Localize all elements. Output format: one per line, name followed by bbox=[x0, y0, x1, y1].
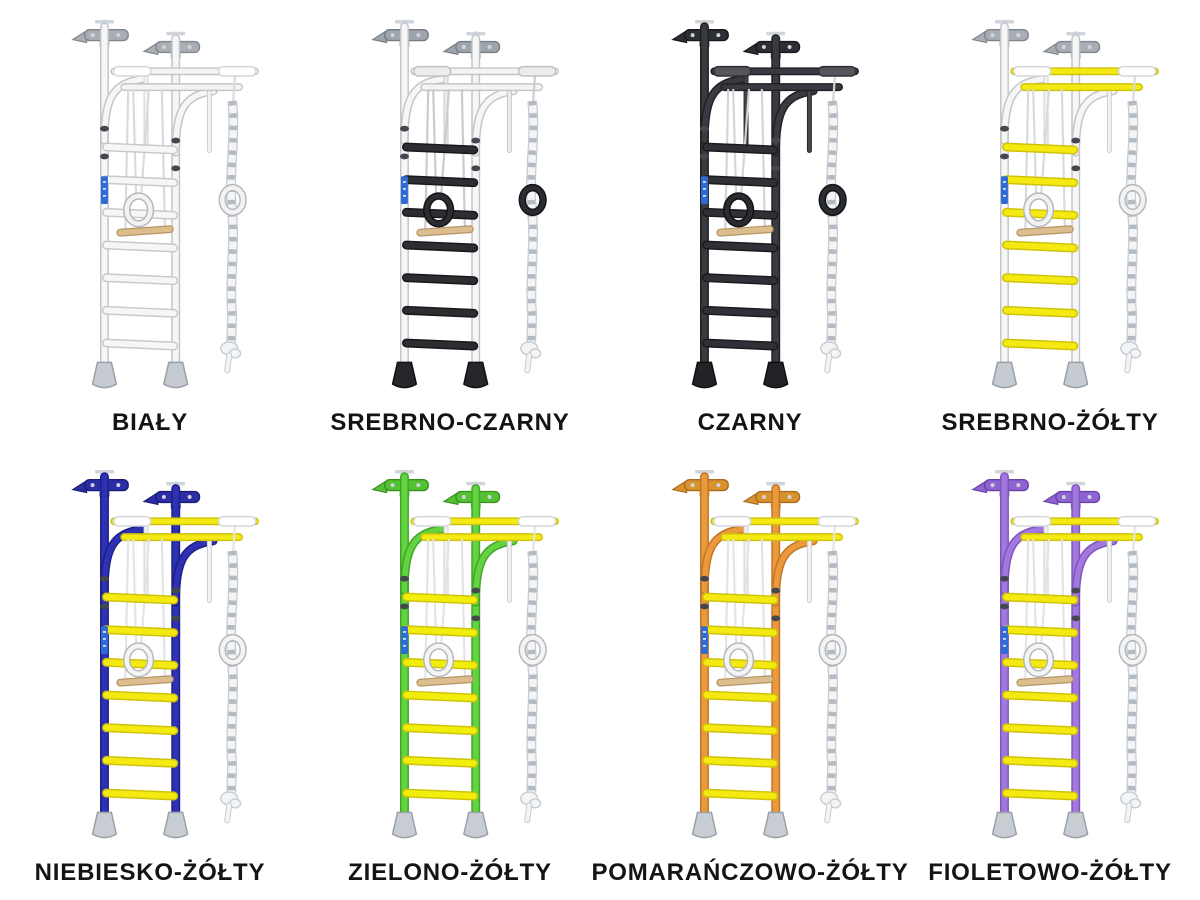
product-label: BIAŁY bbox=[112, 409, 188, 436]
climbing-rope bbox=[520, 550, 542, 824]
product-card-czarny: CZARNY bbox=[600, 0, 900, 450]
gym-ring-center bbox=[1023, 642, 1055, 678]
post-connectors bbox=[1000, 125, 1081, 172]
product-image bbox=[900, 0, 1200, 396]
product-card-srebrno-zolty: SREBRNO-ŻÓŁTY bbox=[900, 0, 1200, 450]
climbing-rope bbox=[820, 550, 842, 824]
post-connectors bbox=[100, 575, 181, 622]
rungs bbox=[101, 592, 179, 801]
wall-bars-illustration bbox=[371, 469, 559, 839]
wall-bars-illustration bbox=[671, 19, 859, 389]
rungs bbox=[701, 592, 779, 801]
product-image bbox=[900, 450, 1200, 846]
product-card-bialy: BIAŁY bbox=[0, 0, 300, 450]
wall-bars-illustration bbox=[671, 469, 859, 839]
product-card-pomaranczowo-zolty: POMARAŃCZOWO-ŻÓŁTY bbox=[591, 450, 908, 900]
floor-feet bbox=[91, 811, 189, 839]
wall-bars-illustration bbox=[971, 469, 1159, 839]
climbing-rope bbox=[220, 100, 242, 374]
gym-ring-center bbox=[423, 642, 455, 678]
product-image bbox=[300, 0, 600, 396]
brand-sticker bbox=[1000, 176, 1008, 204]
floor-feet bbox=[391, 811, 489, 839]
gym-ring-center bbox=[723, 192, 755, 228]
product-label: CZARNY bbox=[697, 409, 803, 436]
brand-sticker bbox=[100, 176, 108, 204]
trapeze-bar bbox=[116, 675, 174, 687]
product-image bbox=[0, 0, 300, 396]
product-label: NIEBIESKO-ŻÓŁTY bbox=[34, 859, 266, 886]
trapeze-bar bbox=[116, 225, 174, 237]
gym-ring-center bbox=[123, 642, 155, 678]
floor-feet bbox=[991, 361, 1089, 389]
trapeze-bar bbox=[716, 675, 774, 687]
trapeze-bar bbox=[1016, 675, 1074, 687]
gym-ring-rope bbox=[518, 183, 547, 217]
product-label: SREBRNO-ŻÓŁTY bbox=[941, 409, 1159, 436]
wall-bars-illustration bbox=[71, 469, 259, 839]
gym-ring-rope bbox=[1118, 633, 1147, 667]
product-card-zielono-zolty: ZIELONO-ŻÓŁTY bbox=[300, 450, 600, 900]
climbing-rope bbox=[1120, 550, 1142, 824]
gym-ring-center bbox=[1023, 192, 1055, 228]
rungs bbox=[1001, 142, 1079, 351]
product-image bbox=[0, 450, 300, 846]
product-image bbox=[300, 450, 600, 846]
gym-ring-rope bbox=[218, 183, 247, 217]
post-connectors bbox=[700, 575, 781, 622]
brand-sticker bbox=[100, 626, 108, 654]
trapeze-bar bbox=[416, 675, 474, 687]
gym-ring-rope bbox=[818, 633, 847, 667]
brand-sticker bbox=[700, 626, 708, 654]
climbing-rope bbox=[820, 100, 842, 374]
product-card-niebiesko-zolty: NIEBIESKO-ŻÓŁTY bbox=[0, 450, 300, 900]
rungs bbox=[701, 142, 779, 351]
wall-bars-illustration bbox=[971, 19, 1159, 389]
trapeze-bar bbox=[716, 225, 774, 237]
rungs bbox=[401, 592, 479, 801]
product-label: POMARAŃCZOWO-ŻÓŁTY bbox=[591, 859, 909, 886]
floor-feet bbox=[691, 361, 789, 389]
gym-ring-rope bbox=[218, 633, 247, 667]
floor-feet bbox=[691, 811, 789, 839]
gym-ring-center bbox=[723, 642, 755, 678]
product-label: SREBRNO-CZARNY bbox=[330, 409, 570, 436]
gym-ring-center bbox=[423, 192, 455, 228]
rungs bbox=[1001, 592, 1079, 801]
gym-ring-center bbox=[123, 192, 155, 228]
floor-feet bbox=[391, 361, 489, 389]
product-card-srebrno-czarny: SREBRNO-CZARNY bbox=[300, 0, 600, 450]
climbing-rope bbox=[520, 100, 542, 374]
climbing-rope bbox=[1120, 100, 1142, 374]
post-connectors bbox=[700, 125, 781, 172]
gym-ring-rope bbox=[1118, 183, 1147, 217]
product-image bbox=[600, 450, 900, 846]
climbing-rope bbox=[220, 550, 242, 824]
post-connectors bbox=[1000, 575, 1081, 622]
product-card-fioletowo-zolty: FIOLETOWO-ŻÓŁTY bbox=[900, 450, 1200, 900]
floor-feet bbox=[91, 361, 189, 389]
post-connectors bbox=[400, 125, 481, 172]
wall-bars-illustration bbox=[371, 19, 559, 389]
product-label: FIOLETOWO-ŻÓŁTY bbox=[928, 859, 1172, 886]
trapeze-bar bbox=[1016, 225, 1074, 237]
post-connectors bbox=[400, 575, 481, 622]
brand-sticker bbox=[400, 626, 408, 654]
post-connectors bbox=[100, 125, 181, 172]
gym-ring-rope bbox=[818, 183, 847, 217]
product-label: ZIELONO-ŻÓŁTY bbox=[348, 859, 552, 886]
product-image bbox=[600, 0, 900, 396]
brand-sticker bbox=[700, 176, 708, 204]
rungs bbox=[101, 142, 179, 351]
trapeze-bar bbox=[416, 225, 474, 237]
brand-sticker bbox=[400, 176, 408, 204]
wall-bars-illustration bbox=[71, 19, 259, 389]
rungs bbox=[401, 142, 479, 351]
gym-ring-rope bbox=[518, 633, 547, 667]
floor-feet bbox=[991, 811, 1089, 839]
brand-sticker bbox=[1000, 626, 1008, 654]
